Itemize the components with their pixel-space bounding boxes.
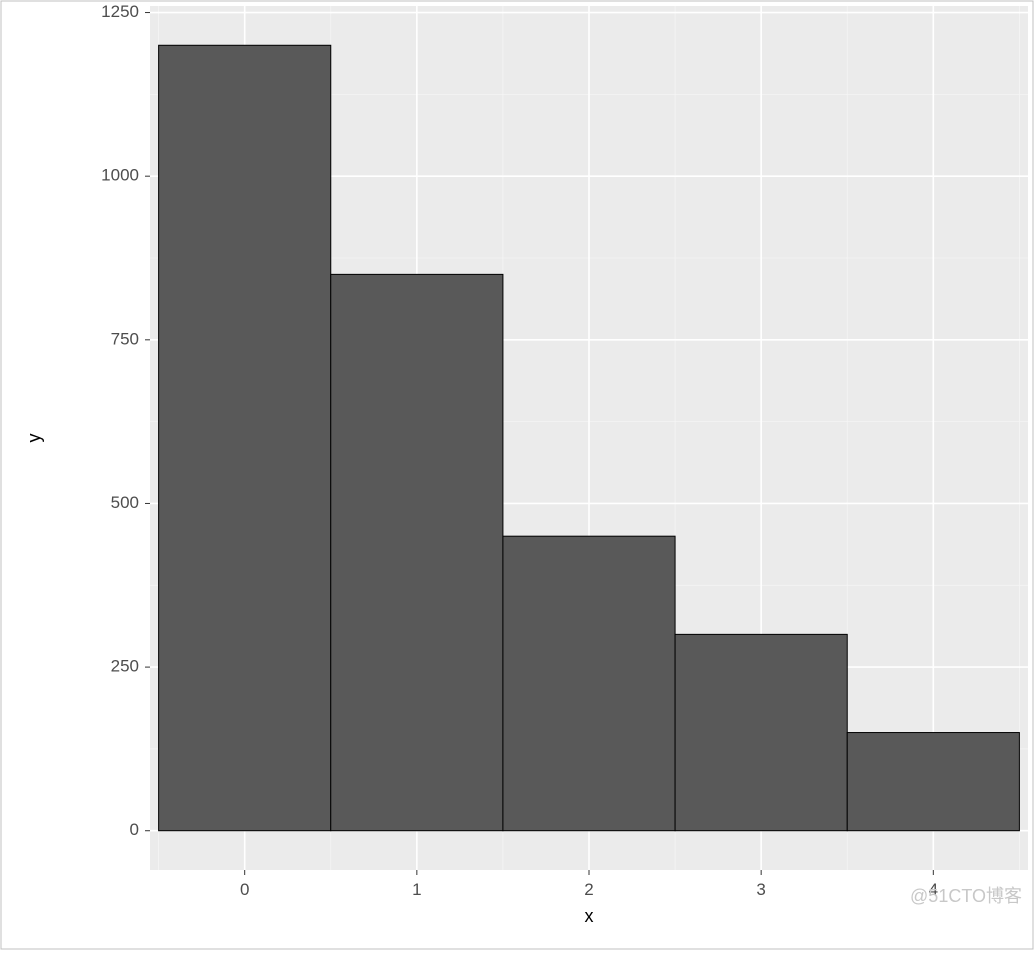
bar xyxy=(503,536,675,831)
y-tick-label: 500 xyxy=(111,493,139,512)
y-axis-label: y xyxy=(24,434,44,443)
y-tick-label: 1000 xyxy=(101,166,139,185)
x-axis-label: x xyxy=(585,906,594,926)
bar xyxy=(847,733,1019,831)
x-tick-label: 1 xyxy=(412,880,421,899)
x-tick-label: 0 xyxy=(240,880,249,899)
y-tick-label: 0 xyxy=(130,820,139,839)
bar xyxy=(159,45,331,830)
y-tick-label: 1250 xyxy=(101,2,139,21)
x-tick-label: 2 xyxy=(584,880,593,899)
chart-container: 02505007501000125001234xy @51CTO博客 xyxy=(0,0,1034,950)
y-tick-label: 250 xyxy=(111,657,139,676)
x-tick-label: 4 xyxy=(929,880,938,899)
y-tick-label: 750 xyxy=(111,329,139,348)
bar xyxy=(331,274,503,830)
bar xyxy=(675,634,847,830)
bar-chart: 0 250 500 750 1000 1250 0 1 2 3 4 x y xyxy=(0,0,1034,950)
x-tick-label: 3 xyxy=(756,880,765,899)
